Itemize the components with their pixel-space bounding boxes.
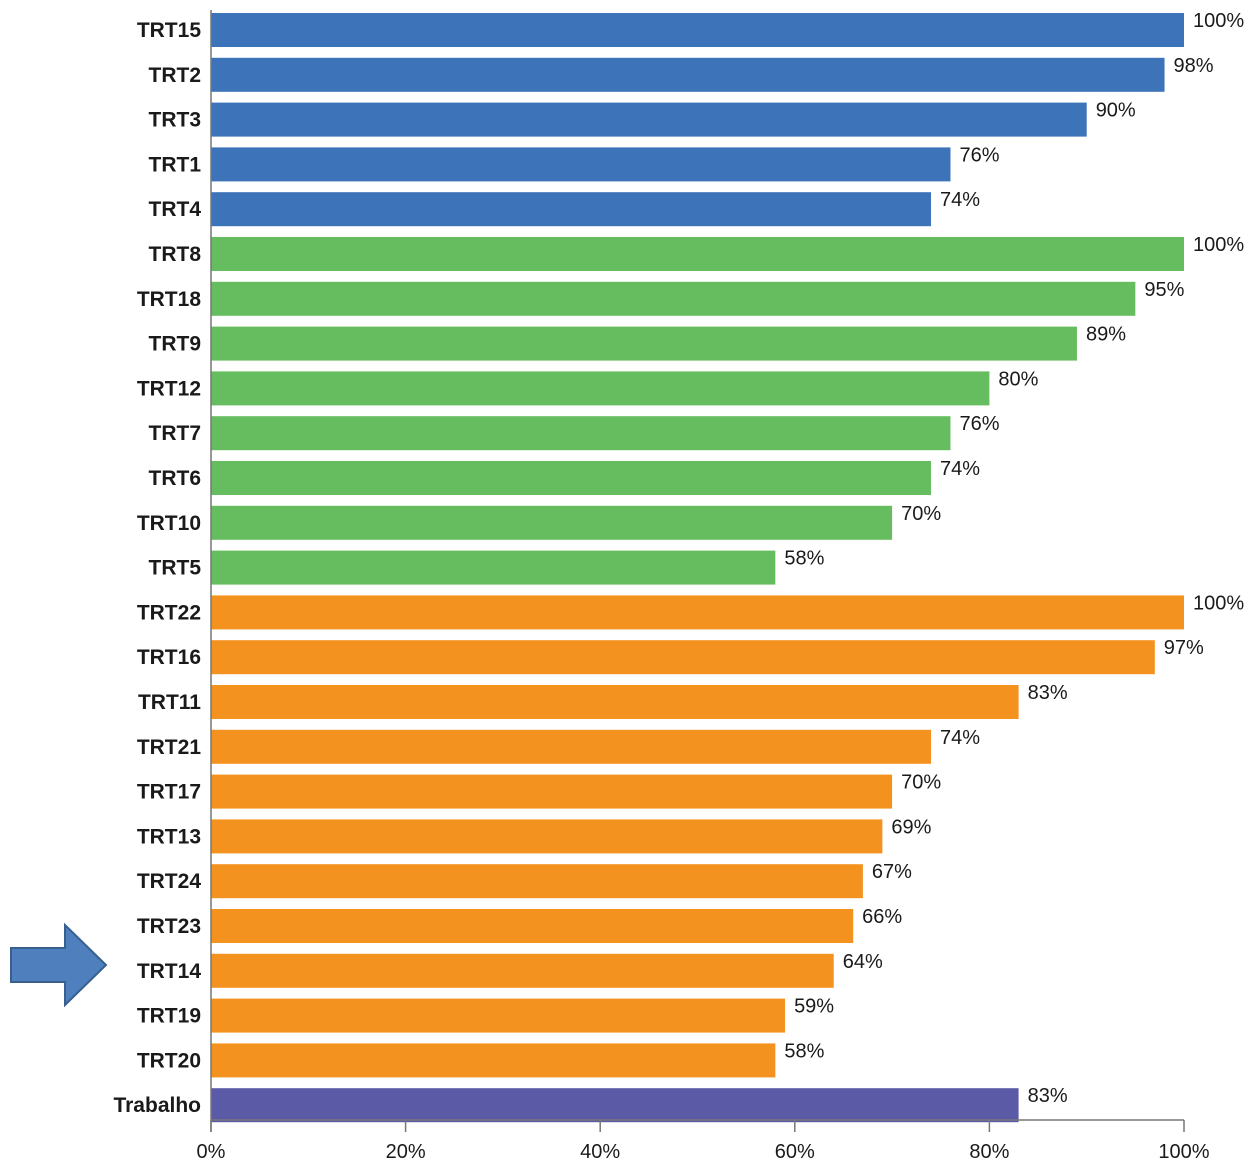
x-tick-label: 100% [1158,1141,1209,1162]
bar-trt16 [211,640,1155,675]
bar-trt4 [211,192,932,227]
bar-trt10 [211,505,893,540]
category-label: TRT15 [137,19,202,42]
bar-trt14 [211,953,834,988]
bar-trt1 [211,147,951,182]
value-label: 100% [1193,234,1244,256]
bar-trt22 [211,595,1184,630]
value-label: 76% [959,413,999,435]
value-label: 89% [1086,324,1126,346]
value-label: 58% [784,548,824,570]
highlight-arrow [10,922,108,1008]
category-label: TRT12 [137,377,201,400]
bar-trt21 [211,729,932,764]
value-labels: 100% 98% 90% 76% 74% 100% 95% 89% 80% 76% 74% 70% 58… [784,10,1244,1107]
category-label: TRT5 [149,557,202,580]
category-label: TRT13 [137,825,201,848]
category-label: TRT16 [137,646,201,669]
bar-trt13 [211,819,883,854]
value-label: 100% [1193,10,1244,32]
x-tick-label: 60% [775,1141,815,1162]
category-label: TRT4 [149,198,202,221]
right-arrow-icon [10,922,108,1008]
category-label: TRT14 [137,960,202,983]
value-label: 66% [862,906,902,928]
value-label: 67% [872,861,912,883]
category-label: Trabalho [113,1094,201,1117]
bar-trt17 [211,774,893,809]
category-label: TRT10 [137,512,201,535]
category-label: TRT2 [149,64,202,87]
bar-trt11 [211,685,1019,719]
value-label: 100% [1193,592,1244,614]
bar-trt24 [211,864,863,899]
value-label: 70% [901,772,941,794]
bar-trt9 [211,326,1077,361]
value-label: 80% [998,368,1038,390]
category-label: TRT11 [138,691,201,714]
bar-trt12 [211,371,990,406]
category-label: TRT17 [137,781,201,804]
category-label: TRT9 [149,333,202,356]
value-label: 74% [940,727,980,749]
bar-trt15 [211,13,1184,47]
category-label: TRT18 [137,288,202,311]
bar-trt23 [211,909,854,943]
category-label: TRT24 [137,870,202,893]
category-label: TRT21 [137,736,202,759]
value-label: 64% [843,951,883,973]
bar-trt5 [211,550,776,585]
x-tick-label: 20% [386,1141,426,1162]
axes [210,10,1184,1132]
value-label: 70% [901,503,941,525]
value-label: 95% [1144,279,1184,301]
value-label: 74% [940,458,980,480]
value-label: 74% [940,189,980,211]
x-tick-label: 40% [580,1141,620,1162]
x-tick-label: 80% [969,1141,1009,1162]
category-label: TRT1 [149,153,202,176]
bar-trt19 [211,998,786,1033]
value-label: 98% [1174,55,1214,77]
category-label: TRT8 [149,243,202,266]
bar-trabalho [211,1088,1019,1123]
value-label: 90% [1096,100,1136,122]
value-label: 83% [1028,1085,1068,1107]
bar-trt7 [211,416,951,451]
value-label: 59% [794,996,834,1018]
value-label: 58% [784,1040,824,1062]
category-label: TRT19 [137,1005,201,1028]
category-labels: TRT15 TRT2 TRT3 TRT1 TRT4 TRT8 TRT18 TRT9 TRT12 T… [113,19,201,1117]
value-label: 97% [1164,637,1204,659]
x-tick-label: 0% [197,1141,226,1162]
value-label: 69% [891,816,931,838]
bar-trt3 [211,102,1087,137]
category-label: TRT20 [137,1049,201,1072]
category-label: TRT7 [149,422,202,445]
bars-group [211,13,1184,1123]
bar-trt8 [211,237,1184,271]
bar-trt20 [211,1043,776,1078]
category-label: TRT22 [137,601,201,624]
category-label: TRT6 [149,467,202,490]
value-label: 76% [959,144,999,166]
bar-trt6 [211,461,932,495]
category-label: TRT3 [149,109,202,132]
x-axis-ticks: 0% 20% 40% 60% 80% 100% [197,1120,1210,1162]
bar-trt18 [211,281,1136,316]
value-label: 83% [1028,682,1068,704]
category-label: TRT23 [137,915,201,938]
bar-trt2 [211,57,1165,92]
